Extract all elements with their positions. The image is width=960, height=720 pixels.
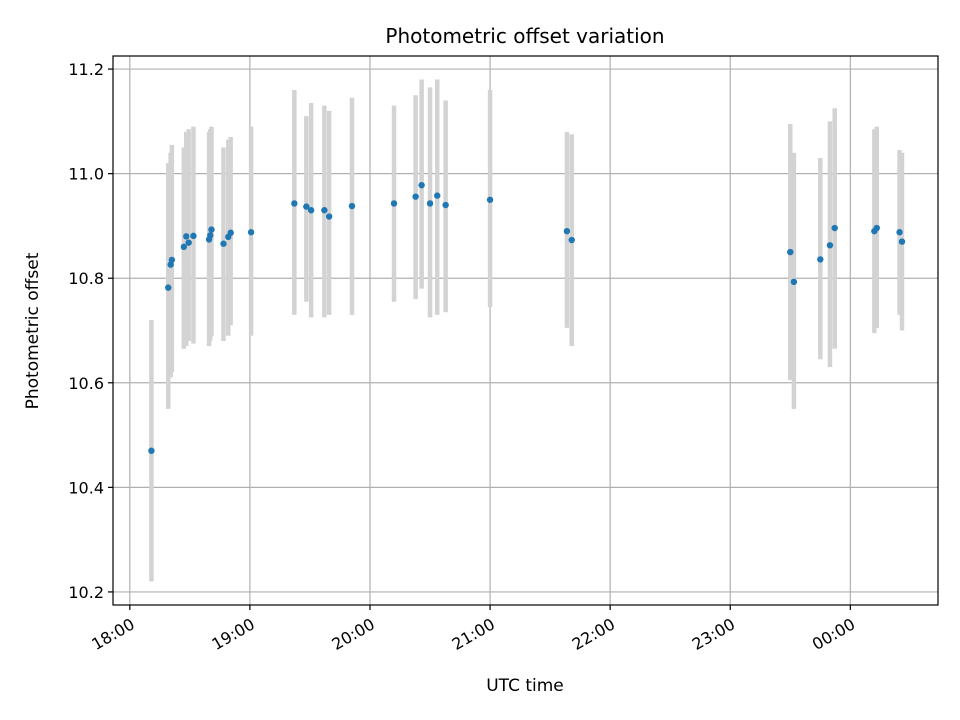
data-point (165, 284, 172, 291)
data-point (208, 226, 215, 233)
data-point (434, 192, 441, 199)
data-point (321, 207, 328, 214)
chart-title: Photometric offset variation (385, 24, 664, 48)
data-point (303, 203, 310, 210)
data-point (348, 202, 356, 210)
data-point (412, 193, 419, 200)
y-tick-label: 10.4 (68, 478, 104, 497)
data-point (563, 227, 571, 235)
y-tick-label: 11.0 (68, 165, 104, 184)
data-point (291, 200, 298, 207)
data-points (148, 181, 906, 454)
data-point (220, 240, 227, 247)
y-axis-label: Photometric offset (23, 252, 43, 409)
y-tick-label: 11.2 (68, 60, 104, 79)
data-point (247, 229, 255, 236)
y-axis-ticks: 10.2 10.4 10.6 10.8 11.0 11.2 (68, 60, 113, 602)
y-tick-label: 10.8 (68, 269, 104, 288)
data-point (190, 232, 197, 240)
data-point (831, 224, 838, 232)
data-point (325, 213, 333, 220)
data-point (817, 256, 824, 263)
data-point (790, 278, 798, 286)
data-point (896, 229, 903, 236)
y-tick-label: 10.6 (68, 374, 104, 393)
data-point (390, 200, 398, 207)
data-point (442, 201, 449, 209)
data-point (180, 243, 188, 251)
data-point (207, 232, 214, 239)
data-point (307, 207, 315, 214)
data-point (426, 200, 434, 207)
data-point (568, 236, 575, 244)
data-point (185, 239, 192, 246)
data-point (826, 242, 834, 249)
y-tick-label: 10.2 (68, 583, 104, 602)
data-point (873, 224, 880, 232)
data-point (168, 256, 176, 264)
data-point (898, 238, 906, 245)
data-point (787, 248, 794, 256)
data-point (183, 233, 190, 240)
x-axis-label: UTC time (486, 676, 564, 696)
plot-frame (112, 55, 939, 606)
data-point (486, 196, 494, 203)
data-point (148, 447, 155, 454)
data-point (418, 181, 425, 189)
data-point (227, 229, 234, 236)
